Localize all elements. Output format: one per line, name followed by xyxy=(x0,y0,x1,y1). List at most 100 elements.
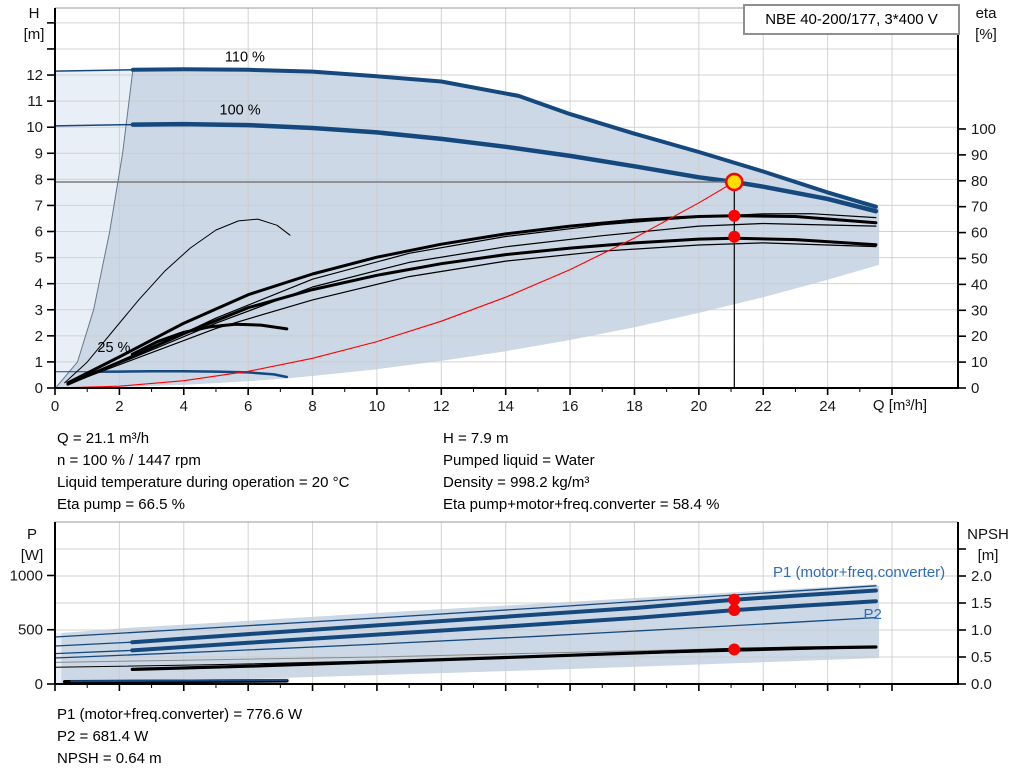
y-left-tick-label: 500 xyxy=(18,622,43,639)
eta-mid-curve xyxy=(67,222,877,384)
y-left-tick-label: 12 xyxy=(26,67,43,84)
p1-point xyxy=(728,593,741,606)
eta-axis-unit-line2: [%] xyxy=(975,26,997,43)
p1-100-curve xyxy=(130,588,878,645)
info-line: H = 7.9 m xyxy=(443,430,509,447)
y-right-tick-label: 40 xyxy=(971,276,988,293)
x-tick-label: 12 xyxy=(433,398,450,415)
p1-100-lead-curve xyxy=(54,641,133,647)
info-line: NPSH = 0.64 m xyxy=(57,750,162,767)
curve-label: 100 % xyxy=(220,103,261,119)
duty-info-right: H = 7.9 m Pumped liquid = Water Density … xyxy=(443,428,719,516)
pump-title-box: NBE 40-200/177, 3*400 V xyxy=(743,4,960,35)
min-flow-boundary-curve xyxy=(56,69,134,388)
y-right-tick-label: 50 xyxy=(971,250,988,267)
operating-envelope xyxy=(55,69,880,389)
h-axis-unit: H [m] xyxy=(16,3,52,45)
info-line: Density = 998.2 kg/m³ xyxy=(443,474,590,491)
npsh-axis-unit-line1: NPSH xyxy=(967,526,1009,543)
y-left-tick-label: 9 xyxy=(35,145,43,162)
p-axis-unit: P [W] xyxy=(12,524,52,566)
duty-point xyxy=(725,172,744,192)
h-axis-unit-line1: H xyxy=(28,5,40,22)
info-line: n = 100 % / 1447 rpm xyxy=(57,452,201,469)
power-info: P1 (motor+freq.converter) = 776.6 W P2 =… xyxy=(57,704,302,770)
x-tick-label: 4 xyxy=(180,398,188,415)
operating-envelope-light xyxy=(55,69,133,389)
curve-label: 25 % xyxy=(97,340,130,356)
y-right-tick-label: 70 xyxy=(971,199,988,216)
y-left-tick-label: 8 xyxy=(35,171,43,188)
system-curve-curve xyxy=(54,181,735,389)
eta-25-curve xyxy=(130,322,289,356)
low-speed-stub-blue-curve xyxy=(70,678,288,683)
x-tick-label: 6 xyxy=(244,398,252,415)
npsh-point xyxy=(728,643,741,656)
hq-chart: 0 2 4 6 8 10 12 14 16 18 20 22 240123456789101112010… xyxy=(26,7,996,415)
p-fan-low-curve xyxy=(54,616,877,659)
speed-110-lead-curve xyxy=(54,69,134,72)
y-left-tick-label: 5 xyxy=(35,250,43,267)
info-line: Liquid temperature during operation = 20… xyxy=(57,474,350,491)
power-npsh-chart: 0 500 1000 0.0 0.5 1.0 1.5 2.0 P1 (motor+freq.co… xyxy=(10,521,992,693)
duty-info-left: Q = 21.1 m³/h n = 100 % / 1447 rpm Liqui… xyxy=(57,428,349,516)
x-tick-label: 22 xyxy=(755,398,772,415)
x-tick-label: 10 xyxy=(369,398,386,415)
info-line: Eta pump = 66.5 % xyxy=(57,496,185,513)
y-left-tick-label: 1000 xyxy=(10,567,43,584)
y-right-tick-label: 60 xyxy=(971,225,988,242)
x-tick-label: 8 xyxy=(308,398,316,415)
y-left-tick-label: 1 xyxy=(35,354,43,371)
x-tick-label: 14 xyxy=(497,398,514,415)
x-tick-label: 20 xyxy=(691,398,708,415)
y-left-tick-label: 0 xyxy=(35,380,43,397)
y-left-tick-label: 3 xyxy=(35,302,43,319)
eta-axis-unit: eta [%] xyxy=(962,3,1010,45)
info-line: P1 (motor+freq.converter) = 776.6 W xyxy=(57,706,303,723)
eta-axis-unit-line1: eta xyxy=(975,5,997,22)
info-line: Q = 21.1 m³/h xyxy=(57,430,150,447)
y-right-tick-label: 0.5 xyxy=(971,649,992,666)
info-line: Pumped liquid = Water xyxy=(443,452,595,469)
q-axis-label: Q [m³/h] xyxy=(872,397,928,414)
y-left-tick-label: 6 xyxy=(35,224,43,241)
npsh-axis-unit-line2: [m] xyxy=(977,547,999,564)
curve-label: P1 (motor+freq.converter) xyxy=(773,564,945,581)
y-right-tick-label: 80 xyxy=(971,173,988,190)
y-left-tick-label: 7 xyxy=(35,197,43,214)
x-tick-label: 18 xyxy=(626,398,643,415)
y-right-tick-label: 1.5 xyxy=(971,595,992,612)
h-axis-unit-line2: [m] xyxy=(23,26,45,43)
y-right-tick-label: 1.0 xyxy=(971,622,992,639)
y-left-tick-label: 2 xyxy=(35,328,43,345)
eta-50-curve xyxy=(64,218,291,384)
p2-100-lead-curve xyxy=(54,649,133,655)
y-left-tick-label: 0 xyxy=(35,676,43,693)
y-right-tick-label: 20 xyxy=(971,328,988,345)
y-right-tick-label: 30 xyxy=(971,302,988,319)
curve-label: 110 % xyxy=(225,49,265,65)
y-right-tick-label: 10 xyxy=(971,354,988,371)
p2-100-curve xyxy=(130,599,878,653)
eta-low-curve xyxy=(67,242,877,385)
x-tick-label: 2 xyxy=(115,398,123,415)
info-line: P2 = 681.4 W xyxy=(57,728,149,745)
y-left-tick-label: 4 xyxy=(35,276,43,293)
p-axis-unit-line1: P xyxy=(26,526,37,543)
x-tick-label: 16 xyxy=(562,398,579,415)
p2-point xyxy=(728,604,741,617)
x-tick-label: 24 xyxy=(819,398,836,415)
p1-fan-top-curve xyxy=(54,585,877,638)
speed-100-lead-curve xyxy=(54,123,134,127)
y-right-tick-label: 0.0 xyxy=(971,676,992,693)
curve-label: P2 xyxy=(864,606,882,623)
npsh-100-curve xyxy=(130,645,878,672)
eta-pump-point xyxy=(728,209,741,222)
y-left-tick-label: 10 xyxy=(26,119,43,136)
y-right-tick-label: 2.0 xyxy=(971,568,992,585)
y-right-tick-label: 90 xyxy=(971,147,988,164)
y-right-tick-label: 0 xyxy=(971,380,979,397)
y-right-tick-label: 100 xyxy=(971,121,996,138)
